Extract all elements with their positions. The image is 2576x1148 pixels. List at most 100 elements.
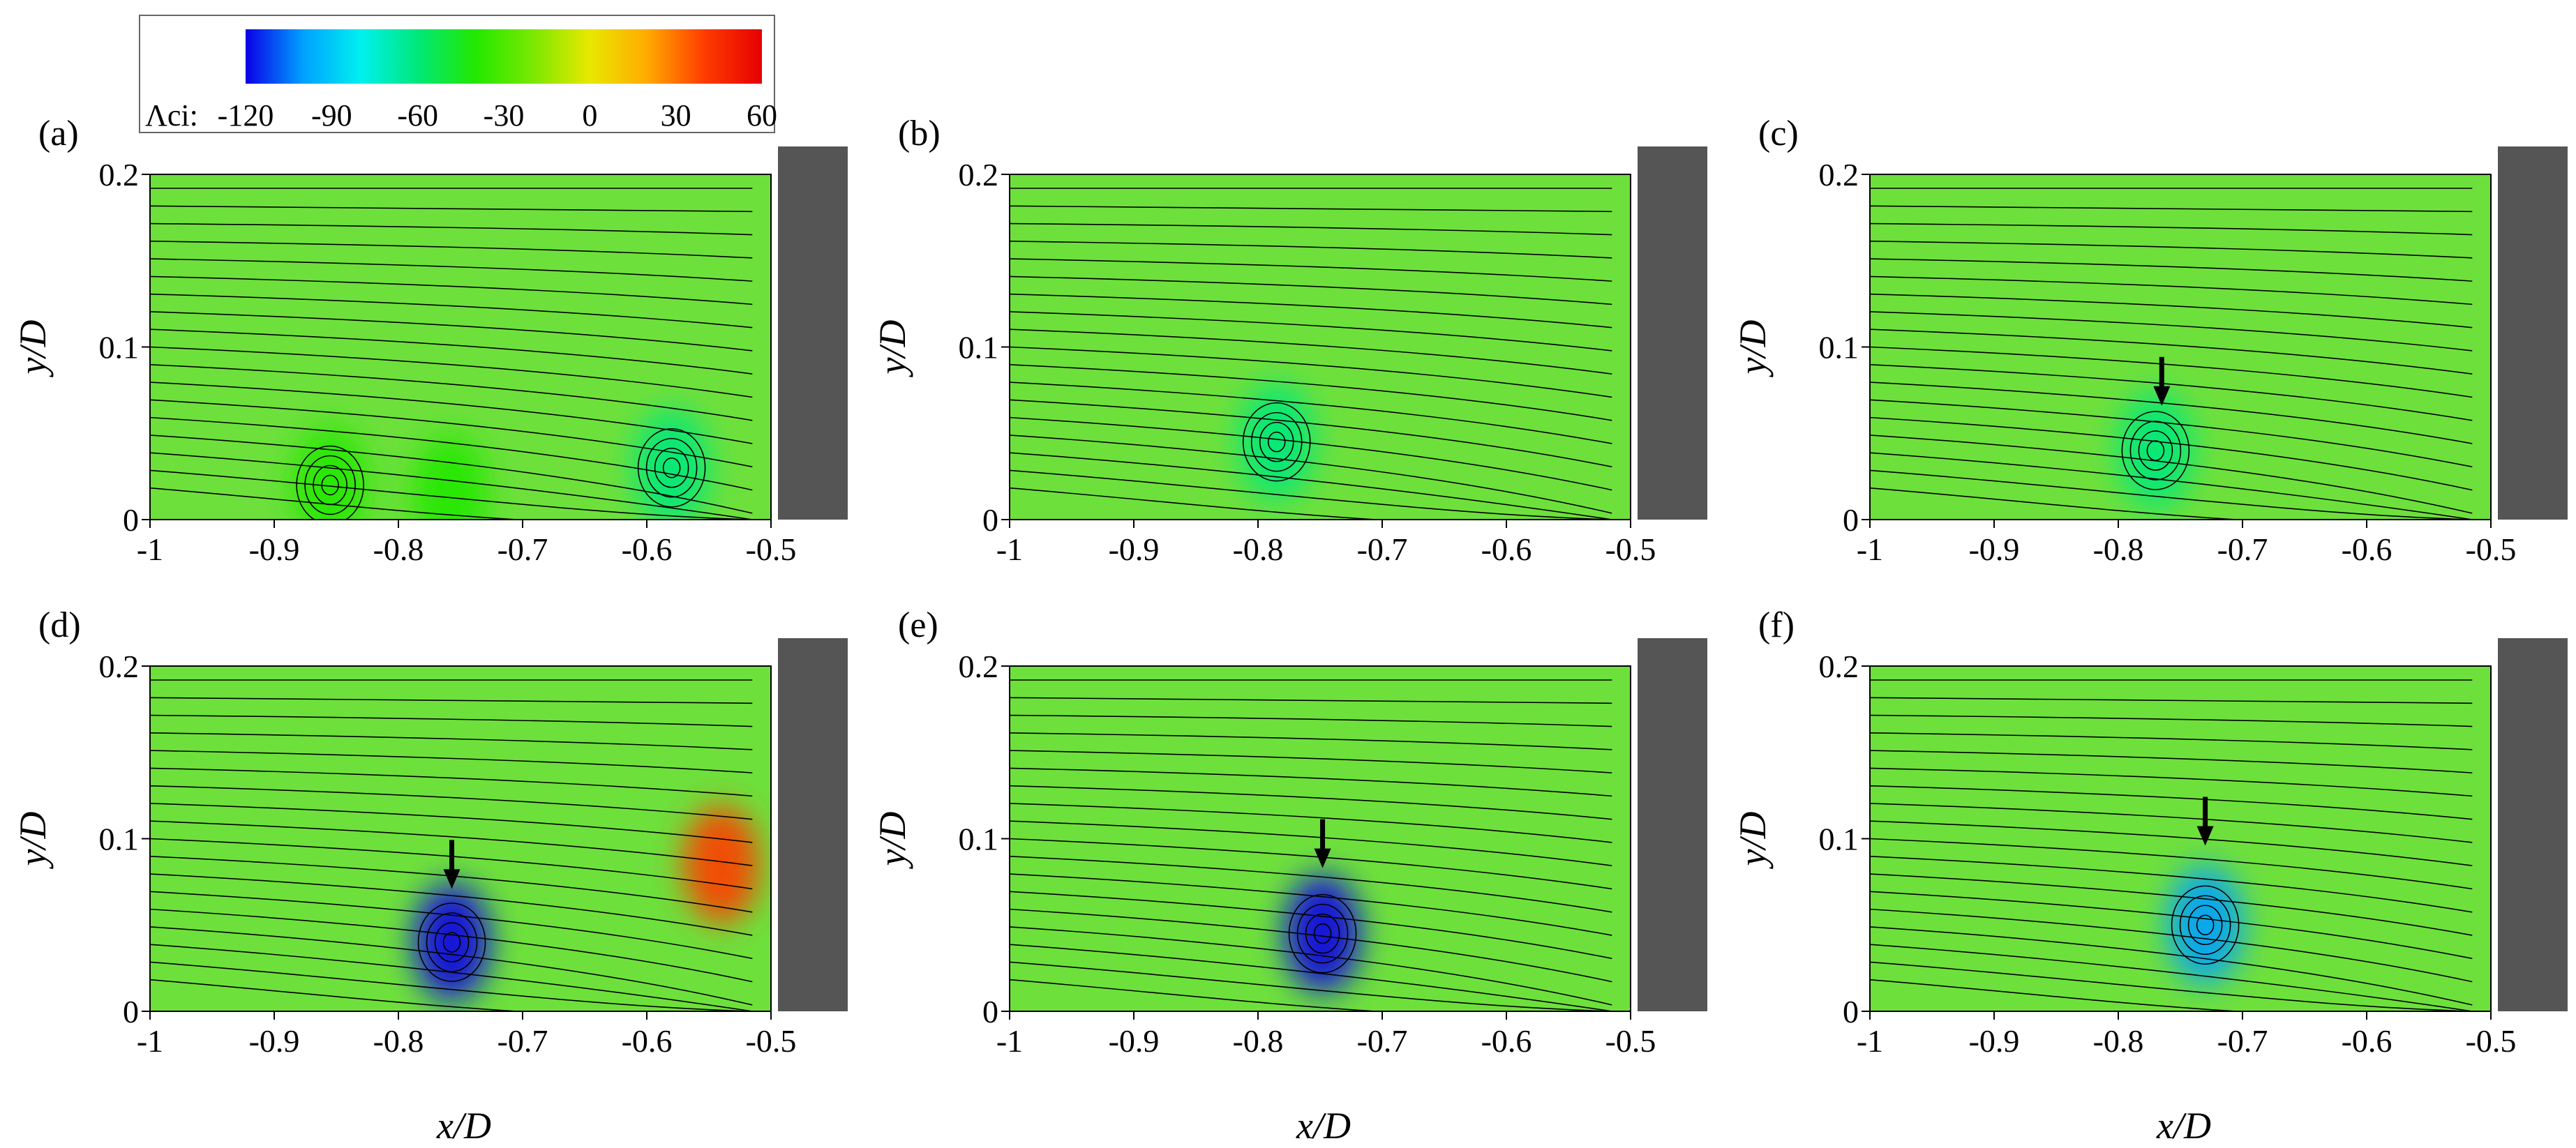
vortex-streamline — [417, 902, 486, 982]
streamline — [1010, 399, 1612, 468]
vortex-streamline — [1242, 402, 1311, 482]
colorbar-tick-label: -60 — [397, 98, 438, 133]
x-tick-label: -0.7 — [2217, 531, 2268, 567]
vortex-streamline — [313, 465, 347, 506]
streamline — [1870, 258, 2473, 282]
vortex-blob — [1284, 874, 1361, 993]
x-tick-label: -0.8 — [2093, 1023, 2144, 1059]
x-tick-label: -0.7 — [497, 1023, 548, 1059]
streamline — [150, 908, 753, 983]
panels: -1 -0.9 -0.8 -0.7 -0.6 -0.5 0 0.1 0.2 (a) y/D -1 -0.… — [12, 114, 2568, 1059]
vortex-blob — [1238, 382, 1315, 501]
streamline — [1870, 416, 2473, 491]
panel-b: -1 -0.9 -0.8 -0.7 -0.6 -0.5 0 0.1 0.2 (b) y/D — [871, 114, 1707, 567]
vortex-streamline — [426, 912, 478, 972]
x-tick-label: -0.9 — [1109, 531, 1160, 567]
wall — [778, 638, 848, 1011]
vortex-field — [2117, 391, 2194, 510]
vortex-streamline — [637, 428, 706, 508]
streamline — [1870, 241, 2473, 259]
vortex-field — [413, 805, 760, 1002]
streamline — [1010, 873, 1612, 936]
streamline — [150, 258, 753, 282]
y-tick-label: 0 — [982, 994, 998, 1029]
vortex-streamline — [1313, 923, 1332, 944]
colorbar-ticks: -120 -90 -60 -30 0 30 60 — [218, 98, 777, 133]
streamline — [1870, 944, 2473, 1011]
streamline — [1870, 452, 2473, 520]
streamline — [1010, 891, 1612, 960]
arrow-head — [443, 869, 460, 889]
streamline — [150, 469, 753, 520]
streamline — [1010, 435, 1612, 514]
y-tick-label: 0.1 — [1819, 330, 1859, 365]
x-tick-label: -0.7 — [497, 531, 548, 567]
vortex-streamline — [2129, 421, 2182, 481]
streamline — [150, 399, 753, 468]
x-tick-label: -0.5 — [1605, 1023, 1656, 1059]
x-tick-label: -1 — [137, 1023, 163, 1059]
streamline — [1870, 785, 2473, 820]
y-tick-label: 0 — [982, 502, 998, 538]
y-tick-label: 0.2 — [1819, 649, 1859, 684]
vortex-blob — [412, 434, 489, 520]
x-tick-label: -1 — [1857, 531, 1883, 567]
x-axis-label-3: x/D — [2156, 1105, 2211, 1147]
vortex-streamline — [645, 437, 698, 498]
x-tick-label: -1 — [996, 531, 1023, 567]
x-tick-label: -0.8 — [373, 1023, 424, 1059]
x-tick-label: -1 — [137, 531, 163, 567]
streamline — [150, 328, 753, 375]
panel-e: -1 -0.9 -0.8 -0.7 -0.6 -0.5 0 0.1 0.2 (e) y/D — [871, 605, 1707, 1059]
y-axis-label: y/D — [1732, 320, 1774, 378]
arrow-head — [2196, 826, 2214, 846]
colorbar-gradient — [246, 29, 762, 84]
streamline — [1010, 416, 1612, 491]
streamline — [1870, 750, 2473, 773]
streamline — [150, 382, 753, 444]
x-axis-label-1: x/D — [436, 1105, 491, 1147]
streamline — [1870, 382, 2473, 444]
streamlines — [150, 679, 753, 1011]
streamline — [1870, 363, 2473, 421]
streamline — [1870, 328, 2473, 375]
x-tick-label: -0.6 — [622, 531, 673, 567]
panel-label: (f) — [1758, 605, 1795, 645]
x-tick-label: -0.6 — [1481, 531, 1532, 567]
vortex-field — [2166, 866, 2244, 985]
x-tick-label: -0.8 — [1233, 531, 1284, 567]
panel-label: (a) — [38, 114, 79, 153]
colorbar-tick-label: -30 — [484, 98, 525, 133]
streamline — [1870, 820, 2473, 867]
y-tick-label: 0.1 — [99, 330, 140, 365]
streamline — [150, 750, 753, 773]
vortex-streamline — [2179, 895, 2231, 956]
vortex-blob — [292, 425, 369, 520]
streamline — [1870, 293, 2473, 328]
streamline — [1010, 714, 1612, 727]
x-tick-label: -0.6 — [622, 1023, 673, 1059]
y-tick-label: 0.1 — [959, 330, 999, 365]
wall — [2498, 146, 2568, 520]
streamline — [1010, 785, 1612, 820]
y-tick-label: 0.2 — [959, 157, 999, 192]
streamline — [150, 979, 753, 1011]
y-tick-label: 0.1 — [99, 822, 140, 857]
x-tick-label: -0.5 — [746, 531, 797, 567]
vortex-streamline — [434, 922, 470, 962]
streamline — [150, 891, 753, 960]
streamline — [150, 926, 753, 1006]
colorbar-tick-label: 60 — [747, 98, 777, 133]
y-axis-label: y/D — [871, 320, 913, 378]
x-tick-label: -0.8 — [373, 531, 424, 567]
streamline — [1870, 222, 2473, 236]
streamline — [1870, 469, 2473, 520]
colorbar-label: Λci: — [145, 98, 198, 133]
vortex-streamline — [296, 445, 364, 520]
vortex-streamline — [1259, 421, 1294, 462]
wall — [1638, 638, 1707, 1011]
streamline — [1010, 469, 1612, 520]
streamline — [1010, 222, 1612, 236]
x-tick-label: -1 — [996, 1023, 1023, 1059]
vortex-streamline — [1267, 431, 1286, 453]
